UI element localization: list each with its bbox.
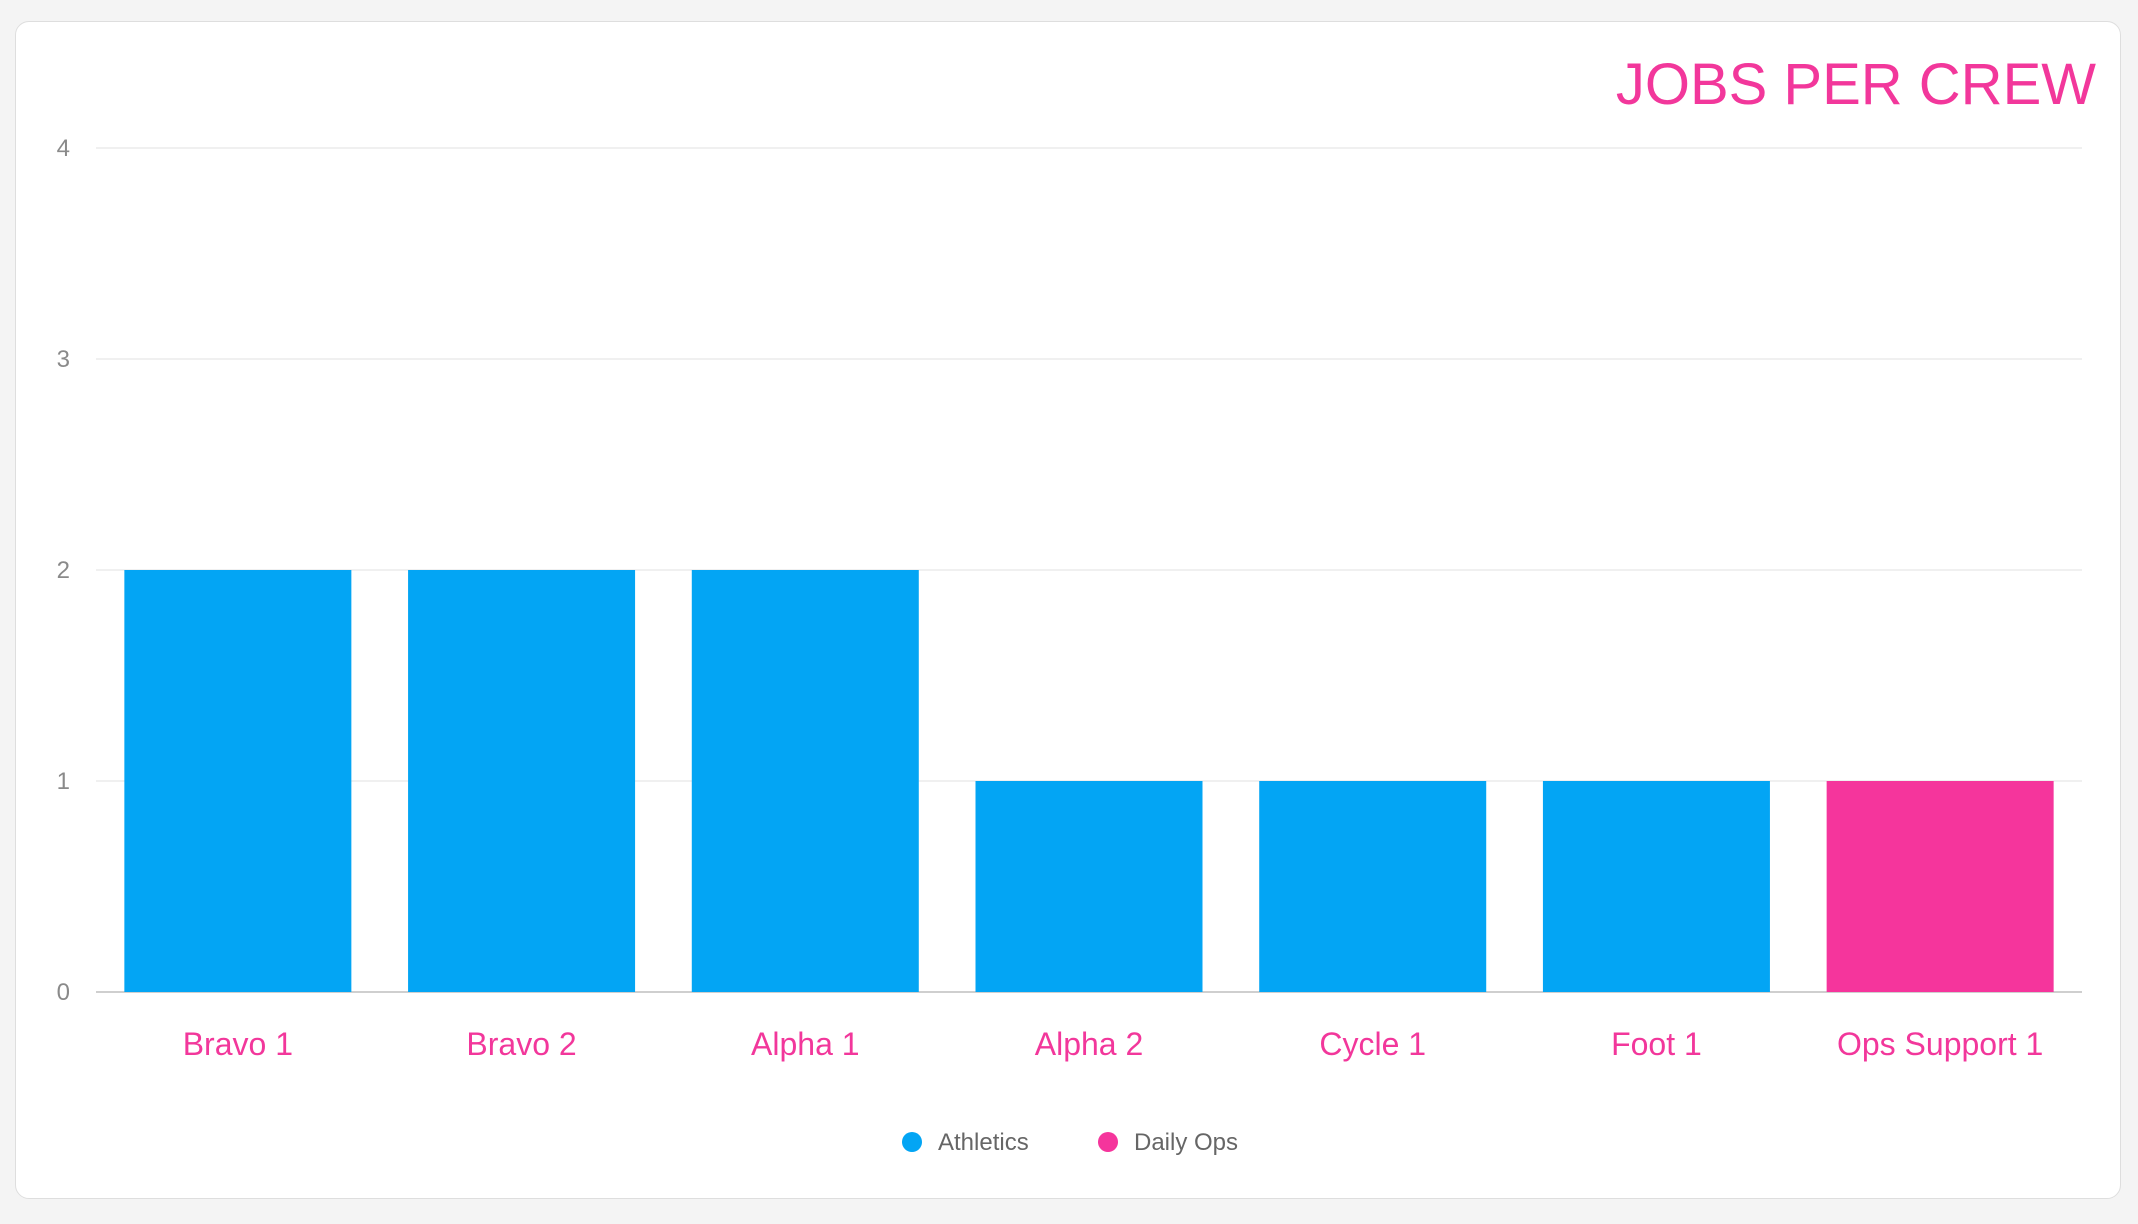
y-tick-label: 4 [57,135,70,162]
bar-bravo-2[interactable] [408,570,636,992]
bar-foot-1[interactable] [1542,781,1770,992]
chart-title: JOBS PER CREW [1616,52,2096,117]
x-tick-label: Bravo 1 [183,1026,293,1062]
legend-marker [902,1132,922,1152]
x-tick-label: Cycle 1 [1319,1026,1426,1062]
bar-bravo-1[interactable] [124,570,352,992]
legend-marker [1098,1132,1118,1152]
x-tick-label: Alpha 2 [1035,1026,1144,1062]
x-tick-label: Bravo 2 [466,1026,576,1062]
chart-card [15,21,2121,1199]
y-tick-label: 3 [57,346,70,373]
bar-cycle-1[interactable] [1259,781,1487,992]
bar-ops-support-1[interactable] [1826,781,2054,992]
bar-alpha-1[interactable] [691,570,919,992]
x-axis-labels: Bravo 1 Bravo 2 Alpha 1 Alpha 2 Cycle 1 Foot … [183,1026,2044,1062]
x-tick-label: Ops Support 1 [1837,1026,2043,1062]
y-tick-label: 2 [57,557,70,584]
legend[interactable]: Athletics Daily Ops [902,1129,1238,1156]
x-tick-label: Alpha 1 [751,1026,860,1062]
legend-item-athletics[interactable]: Athletics [902,1129,1029,1156]
y-tick-label: 0 [57,979,70,1006]
bar-alpha-2[interactable] [975,781,1203,992]
legend-item-daily-ops[interactable]: Daily Ops [1098,1129,1238,1156]
x-tick-label: Foot 1 [1611,1026,1702,1062]
y-axis-ticks: 0 1 2 3 4 [57,135,70,1006]
bars [124,570,2054,992]
legend-label: Daily Ops [1134,1129,1238,1156]
y-tick-label: 1 [57,768,70,795]
legend-label: Athletics [938,1129,1029,1156]
